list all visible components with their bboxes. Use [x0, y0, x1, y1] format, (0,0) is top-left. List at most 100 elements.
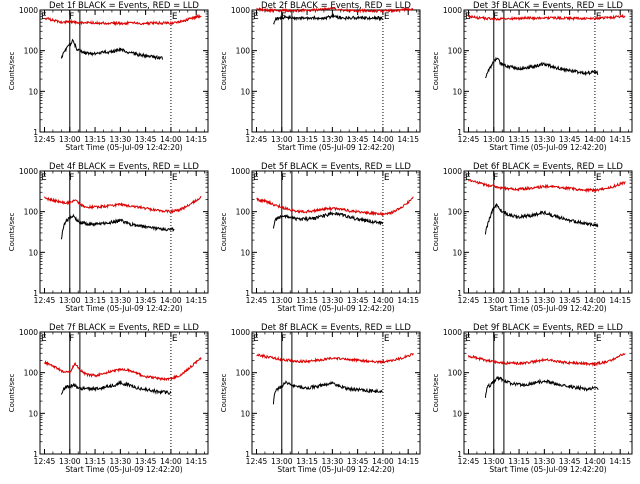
- plot-frame: [39, 331, 209, 455]
- x-tick-label: 13:30: [322, 135, 344, 144]
- series-line-lld: [44, 13, 202, 27]
- panel-title: Det 9f BLACK = Events, RED = LLD: [473, 323, 623, 333]
- x-tick-label: 14:00: [584, 296, 606, 305]
- y-tick-label: 1: [33, 128, 38, 137]
- series-line-lld: [468, 13, 626, 22]
- x-tick-label: 14:00: [584, 457, 606, 466]
- x-tick-label: 13:45: [347, 457, 369, 466]
- plot-frame: [39, 170, 209, 294]
- series-line-events: [272, 210, 384, 229]
- x-axis-label: Start Time (05-Jul-09 12:42:20): [489, 304, 606, 313]
- x-tick-label: 12:45: [34, 135, 56, 144]
- x-tick-label: 14:00: [372, 457, 394, 466]
- x-tick-label: 14:00: [372, 296, 394, 305]
- interval-marker: E: [172, 334, 178, 344]
- plot-frame: [463, 9, 633, 133]
- x-tick-label: 12:45: [458, 457, 480, 466]
- interval-marker: E: [253, 12, 259, 22]
- series-line-lld: [256, 353, 414, 365]
- panel-title: Det 5f BLACK = Events, RED = LLD: [261, 162, 411, 172]
- x-axis-label: Start Time (05-Jul-09 12:42:20): [65, 465, 182, 474]
- panel-4: Det 4f BLACK = Events, RED = LLD 1 10 100 10…: [8, 162, 209, 313]
- series-line-lld: [468, 179, 626, 194]
- y-axis-label: Counts/sec: [8, 52, 16, 91]
- y-tick-label: 1: [457, 450, 462, 459]
- y-tick-label: 10: [28, 87, 38, 96]
- series-line-events: [272, 380, 383, 405]
- x-tick-label: 14:00: [160, 296, 182, 305]
- y-tick-label: 10: [240, 87, 250, 96]
- y-axis-label: Counts/sec: [432, 374, 440, 413]
- y-tick-label: 1: [245, 289, 250, 298]
- plot-frame: [251, 170, 421, 294]
- y-tick-label: 1: [245, 450, 250, 459]
- x-tick-label: 14:15: [185, 135, 207, 144]
- y-tick-label: 10: [452, 409, 462, 418]
- x-tick-label: 13:00: [483, 457, 505, 466]
- x-tick-label: 13:00: [59, 296, 81, 305]
- interval-marker: F: [281, 12, 286, 22]
- x-tick-label: 13:30: [534, 296, 556, 305]
- y-axis-label: Counts/sec: [220, 52, 228, 91]
- y-tick-label: 100: [448, 369, 463, 378]
- x-tick-label: 13:15: [296, 135, 318, 144]
- plot-frame: [463, 170, 633, 294]
- x-tick-label: 13:45: [559, 296, 581, 305]
- panel-title: Det 4f BLACK = Events, RED = LLD: [49, 162, 199, 172]
- panel-7: Det 7f BLACK = Events, RED = LLD 1 10 100 10…: [8, 323, 209, 474]
- x-tick-label: 13:15: [84, 296, 106, 305]
- y-tick-label: 1000: [19, 167, 38, 176]
- y-tick-label: 1000: [231, 328, 250, 337]
- series-line-lld: [256, 6, 414, 14]
- x-tick-label: 14:00: [372, 135, 394, 144]
- x-tick-label: 12:45: [246, 296, 268, 305]
- y-tick-label: 100: [24, 47, 39, 56]
- y-tick-label: 10: [28, 409, 38, 418]
- interval-marker: E: [253, 334, 259, 344]
- interval-marker: E: [172, 12, 178, 22]
- x-axis-label: Start Time (05-Jul-09 12:42:20): [277, 465, 394, 474]
- x-tick-label: 13:45: [135, 135, 157, 144]
- panel-title: Det 2f BLACK = Events, RED = LLD: [261, 1, 411, 11]
- series-line-lld: [44, 356, 202, 382]
- y-axis-label: Counts/sec: [8, 213, 16, 252]
- interval-marker: E: [596, 173, 602, 183]
- y-tick-label: 10: [240, 409, 250, 418]
- interval-marker: E: [384, 334, 390, 344]
- x-tick-label: 14:00: [160, 135, 182, 144]
- x-tick-label: 13:45: [135, 457, 157, 466]
- y-axis-label: Counts/sec: [432, 213, 440, 252]
- y-tick-label: 100: [236, 47, 251, 56]
- x-tick-label: 13:00: [59, 135, 81, 144]
- y-axis-label: Counts/sec: [220, 374, 228, 413]
- interval-marker: F: [281, 334, 286, 344]
- y-tick-label: 1: [33, 289, 38, 298]
- y-tick-label: 10: [28, 248, 38, 257]
- x-tick-label: 13:00: [59, 457, 81, 466]
- panel-1: Det 1f BLACK = Events, RED = LLD 1 10 100 10…: [8, 1, 209, 152]
- x-tick-label: 13:30: [534, 457, 556, 466]
- panel-title: Det 6f BLACK = Events, RED = LLD: [473, 162, 623, 172]
- x-tick-label: 14:15: [185, 296, 207, 305]
- x-tick-label: 14:15: [397, 135, 419, 144]
- interval-marker: E: [41, 173, 47, 183]
- x-tick-label: 13:15: [84, 457, 106, 466]
- y-tick-label: 1000: [19, 328, 38, 337]
- x-tick-label: 14:15: [609, 296, 631, 305]
- x-tick-label: 13:30: [534, 135, 556, 144]
- interval-marker: E: [596, 334, 602, 344]
- plot-frame: [39, 9, 209, 133]
- x-tick-label: 13:15: [508, 135, 530, 144]
- x-tick-label: 13:15: [296, 296, 318, 305]
- y-tick-label: 1000: [443, 6, 462, 15]
- interval-marker: F: [493, 12, 498, 22]
- y-tick-label: 1: [457, 289, 462, 298]
- x-tick-label: 12:45: [246, 135, 268, 144]
- series-line-events: [484, 376, 599, 398]
- interval-marker: F: [281, 173, 286, 183]
- series-line-lld: [256, 196, 414, 217]
- y-axis-label: Counts/sec: [220, 213, 228, 252]
- series-line-events: [60, 38, 163, 61]
- x-tick-label: 13:30: [110, 457, 132, 466]
- x-tick-label: 13:30: [322, 296, 344, 305]
